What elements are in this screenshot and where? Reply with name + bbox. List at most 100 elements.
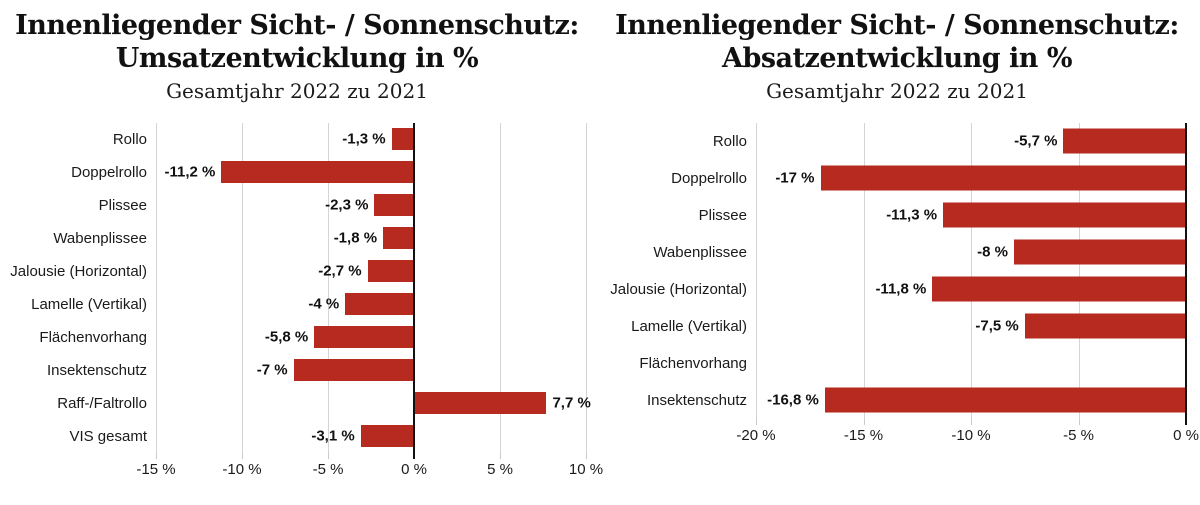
chart-plot-area: Rollo Doppelrollo Plissee Wabenplissee Jalou… — [8, 122, 603, 483]
value-label: -7,5 % — [975, 317, 1019, 335]
bar — [221, 161, 414, 184]
category-label: Insektenschutz — [46, 361, 147, 379]
bar — [314, 326, 414, 349]
category-label: Rollo — [112, 130, 147, 148]
gridline — [586, 122, 587, 453]
x-axis-tick-mark — [156, 452, 157, 459]
x-axis-tick-label: 10 % — [568, 460, 604, 478]
bar-row: -11,2 % — [156, 156, 586, 189]
category-label: Raff-/Faltrollo — [57, 394, 147, 412]
value-label: -2,3 % — [325, 196, 369, 214]
chart-subtitle: Gesamtjahr 2022 zu 2021 — [166, 78, 428, 103]
chart-title-line2: Umsatzentwicklung in % — [115, 42, 479, 74]
plot-column: -5,7 % -17 % -11,3 % -8 % -11,8 % -7,5 % -16,8… — [736, 122, 1199, 449]
category-label: Plissee — [98, 196, 147, 214]
value-label: -1,3 % — [342, 130, 386, 148]
bar-row: -7 % — [156, 354, 586, 387]
bar — [943, 202, 1186, 228]
bar — [820, 165, 1186, 191]
bar — [414, 392, 547, 415]
bar-row: -16,8 % — [756, 382, 1186, 419]
x-axis-tick-label: 5 % — [487, 460, 513, 478]
category-label: Lamelle (Vertikal) — [631, 317, 747, 335]
value-label: -2,7 % — [318, 262, 362, 280]
bar-row: -5,8 % — [156, 321, 586, 354]
value-label: -11,8 % — [875, 280, 927, 298]
value-label: 7,7 % — [552, 394, 591, 412]
bar-row: -7,5 % — [756, 308, 1186, 345]
x-axis-tick-label: 0 % — [1173, 426, 1199, 444]
x-axis-tick-label: -15 % — [843, 426, 884, 444]
bar-row: -5,7 % — [756, 123, 1186, 160]
chart-title-line1: Innenliegender Sicht- / Sonnenschutz: — [615, 10, 1179, 41]
gridline — [500, 122, 501, 453]
value-label: -11,2 % — [164, 163, 216, 181]
bar — [374, 194, 414, 217]
x-axis-tick-mark — [328, 452, 329, 459]
category-label: Flächenvorhang — [39, 328, 147, 346]
x-axis: -15 % -10 % -5 % 0 % 5 % 10 % — [136, 452, 603, 483]
value-label: -16,8 % — [767, 391, 819, 409]
bar-row: -1,3 % — [156, 123, 586, 156]
bar — [1063, 128, 1186, 154]
x-axis: -20 % -15 % -10 % -5 % 0 % — [736, 418, 1199, 449]
x-axis-tick-label: 0 % — [401, 460, 427, 478]
x-axis-tick-mark — [863, 418, 865, 425]
x-axis-tick-label: -20 % — [736, 426, 776, 444]
bar-row: -2,3 % — [156, 189, 586, 222]
x-axis-tick-mark — [971, 418, 972, 425]
value-label: -3,1 % — [311, 427, 355, 445]
category-label: Doppelrollo — [671, 169, 747, 187]
bar-row: -2,7 % — [156, 255, 586, 288]
x-axis-tick-mark — [500, 452, 501, 459]
chart-title: Innenliegender Sicht- / Sonnenschutz: Um… — [8, 10, 586, 76]
value-label: -1,8 % — [333, 229, 378, 247]
value-label: -4 % — [308, 295, 340, 313]
gridline — [242, 122, 243, 453]
bar — [824, 387, 1186, 413]
bar — [932, 276, 1186, 302]
x-axis-tick-label: -5 % — [1063, 426, 1094, 444]
bar-row: -3,1 % — [156, 420, 586, 453]
plot-column: -1,3 % -11,2 % -2,3 % -1,8 % -2,7 % -4 % -5,8 … — [136, 122, 603, 483]
bar-row: 7,7 % — [156, 387, 591, 420]
chart-title-line2: Absatzentwicklung in % — [722, 42, 1073, 74]
bar — [391, 128, 414, 151]
category-label: Wabenplissee — [653, 243, 747, 261]
category-label: Lamelle (Vertikal) — [31, 295, 147, 313]
bars-plot: -1,3 % -11,2 % -2,3 % -1,8 % -2,7 % -4 % -5,8 … — [156, 122, 591, 453]
bar-row — [756, 345, 1186, 382]
value-label: -7 % — [256, 361, 288, 379]
chart-plot-area: Rollo Doppelrollo Plissee Wabenplissee Jalou… — [608, 122, 1199, 449]
category-label: Wabenplissee — [53, 229, 147, 247]
bar-row: -17 % — [756, 160, 1186, 197]
gridline — [863, 122, 865, 419]
x-axis-tick-label: -10 % — [222, 460, 262, 478]
x-axis-tick-mark — [1078, 418, 1080, 425]
category-label: Plissee — [698, 206, 747, 224]
category-label: Jalousie (Horizontal) — [610, 280, 747, 298]
bars-plot: -5,7 % -17 % -11,3 % -8 % -11,8 % -7,5 % -16,8… — [756, 122, 1187, 419]
value-label: -5,8 % — [264, 328, 309, 346]
x-axis-tick-mark — [1185, 418, 1187, 425]
bar-row: -11,8 % — [756, 271, 1186, 308]
chart-title-line1: Innenliegender Sicht- / Sonnenschutz: — [15, 10, 579, 41]
bar-row: -11,3 % — [756, 197, 1186, 234]
bar-row: -8 % — [756, 234, 1186, 271]
category-label: VIS gesamt — [69, 427, 147, 445]
bar — [1024, 313, 1186, 339]
category-labels-column: Rollo Doppelrollo Plissee Wabenplissee Jalou… — [8, 123, 156, 483]
chart-title: Innenliegender Sicht- / Sonnenschutz: Ab… — [608, 10, 1186, 76]
gridline — [756, 122, 757, 419]
bar-row: -1,8 % — [156, 222, 586, 255]
value-label: -11,3 % — [886, 206, 938, 224]
value-label: -8 % — [977, 243, 1008, 261]
x-axis-tick-label: -15 % — [136, 460, 176, 478]
bar-row: -4 % — [156, 288, 586, 321]
zero-axis-line — [1185, 122, 1187, 419]
chart-umsatzentwicklung: Innenliegender Sicht- / Sonnenschutz: Um… — [8, 10, 603, 483]
gridline — [156, 122, 157, 453]
value-label: -5,7 % — [1014, 132, 1058, 150]
chart-absatzentwicklung: Innenliegender Sicht- / Sonnenschutz: Ab… — [600, 0, 1200, 505]
